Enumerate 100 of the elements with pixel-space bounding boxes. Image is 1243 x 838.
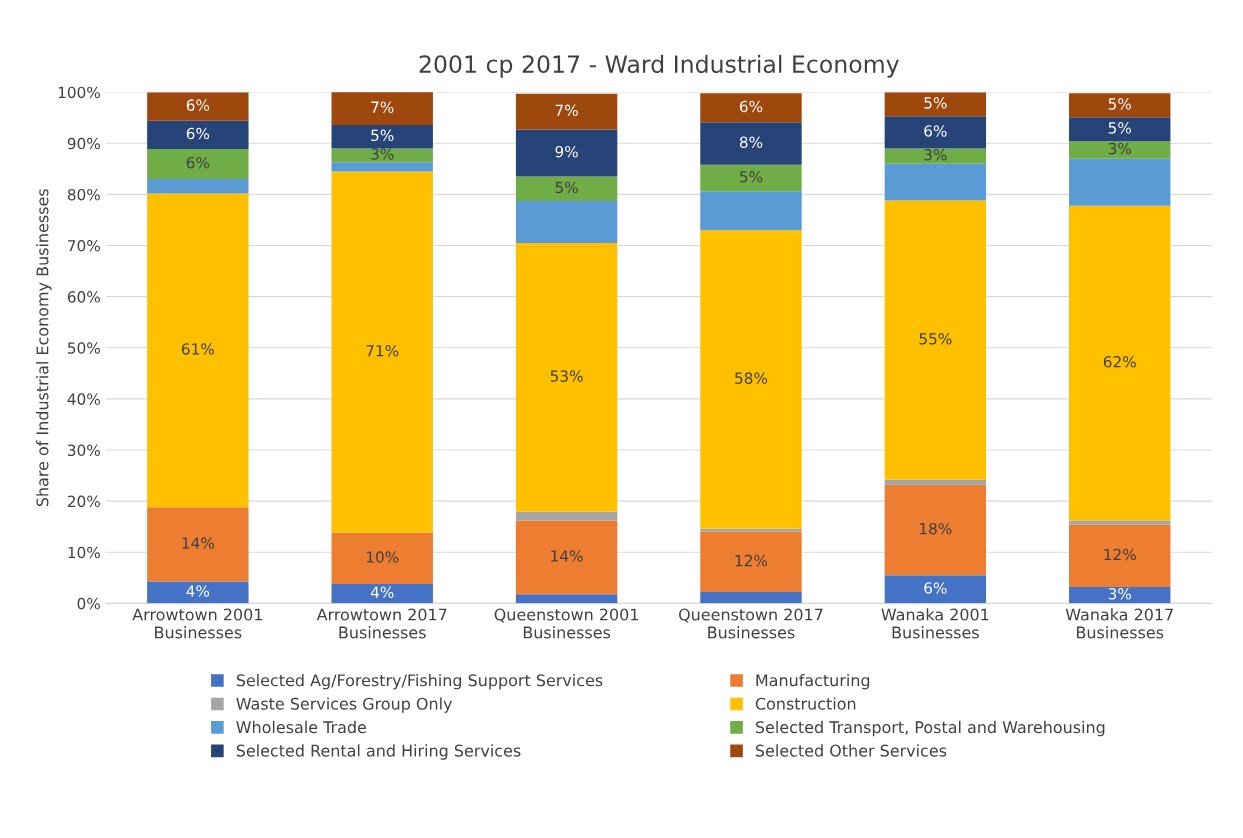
bar	[884, 116, 987, 149]
bar	[515, 511, 618, 521]
y-tick-label: 100%	[58, 86, 100, 99]
bar	[147, 193, 249, 508]
bar	[884, 200, 987, 480]
x-tick-label: Queenstown 2017 Businesses	[679, 608, 823, 639]
legend-label: Waste Services Group Only	[236, 697, 453, 713]
data-label: 6%	[186, 156, 210, 169]
data-label: 5%	[924, 97, 947, 109]
x-tick-label: Wanaka 2001 Businesses	[881, 608, 989, 639]
bar	[1069, 524, 1171, 587]
data-label: 9%	[555, 145, 578, 158]
data-label: 8%	[739, 136, 763, 148]
bar	[515, 93, 618, 130]
data-label: 6%	[924, 125, 947, 137]
data-label: 4%	[186, 585, 210, 597]
y-tick-label: 90%	[67, 137, 100, 150]
bar	[147, 507, 249, 582]
data-label: 6%	[186, 99, 210, 111]
bar	[147, 148, 249, 180]
y-tick-label: 10%	[68, 546, 100, 559]
data-label: 14%	[551, 550, 583, 562]
bar	[515, 201, 618, 243]
bar	[515, 594, 618, 604]
bar	[331, 171, 433, 533]
data-label: 5%	[371, 129, 394, 142]
x-tick-label: Arrowtown 2017 Businesses	[316, 608, 447, 639]
bar	[700, 592, 802, 604]
bar	[1069, 141, 1171, 159]
bar	[700, 191, 802, 231]
data-label: 18%	[920, 522, 952, 535]
chart-title: 2001 cp 2017 - Ward Industrial Economy	[419, 54, 899, 78]
bar	[515, 242, 618, 512]
y-tick-label: 30%	[68, 444, 100, 457]
data-label: 10%	[366, 551, 399, 563]
data-label: 5%	[555, 181, 578, 194]
bar	[884, 484, 987, 576]
bar	[515, 129, 618, 177]
bar	[515, 520, 618, 595]
bar	[700, 164, 802, 192]
data-label: 3%	[1108, 588, 1132, 600]
y-tick-label: 50%	[68, 342, 100, 354]
data-label: 3%	[924, 148, 947, 161]
x-tick-label: Wanaka 2017 Businesses	[1065, 608, 1173, 639]
bar	[331, 583, 433, 604]
data-label: 5%	[1108, 122, 1132, 134]
y-tick-label: 60%	[67, 291, 100, 303]
x-tick-label: Queenstown 2001 Businesses	[494, 608, 638, 639]
y-tick-label: 0%	[77, 597, 100, 610]
bar	[147, 120, 249, 149]
bar	[147, 581, 249, 604]
data-label: 12%	[1104, 548, 1136, 561]
data-label: 5%	[740, 170, 763, 183]
bar	[1069, 117, 1171, 142]
data-label: 3%	[371, 148, 394, 160]
y-tick-label: 40%	[67, 393, 100, 405]
bar	[700, 230, 802, 529]
bar	[1069, 205, 1171, 521]
bar	[884, 148, 987, 164]
legend-label: Manufacturing	[756, 673, 870, 690]
bar	[1069, 520, 1171, 525]
bar	[331, 162, 433, 172]
data-label: 71%	[366, 344, 399, 357]
bar	[147, 179, 249, 194]
legend-label: Selected Ag/Forestry/Fishing Support Services	[236, 673, 603, 690]
bar	[700, 93, 802, 123]
bar	[884, 163, 987, 201]
data-label: 6%	[739, 100, 763, 113]
data-label: 55%	[919, 332, 952, 345]
data-label: 12%	[735, 554, 768, 567]
legend-label: Wholesale Trade	[236, 720, 367, 734]
bar	[1069, 587, 1171, 604]
data-label: 7%	[555, 104, 578, 117]
bar	[884, 479, 987, 485]
bar	[700, 531, 802, 593]
bar	[700, 528, 802, 532]
data-label: 4%	[370, 586, 394, 599]
data-label: 3%	[1108, 142, 1132, 155]
bar	[884, 92, 987, 117]
y-axis-title: Share of Industrial Economy Businesses	[36, 189, 52, 507]
bar	[331, 124, 433, 149]
y-tick-label: 20%	[67, 495, 100, 508]
bar	[1069, 93, 1171, 118]
legend-label: Selected Other Services	[755, 744, 947, 757]
bar	[331, 532, 433, 584]
data-label: 6%	[924, 582, 947, 594]
data-label: 58%	[735, 372, 768, 384]
data-label: 7%	[371, 101, 394, 113]
y-tick-label: 80%	[67, 188, 100, 201]
data-label: 14%	[182, 537, 214, 549]
data-label: 61%	[181, 343, 214, 355]
legend-label: Construction	[755, 697, 856, 710]
bar	[147, 92, 249, 121]
bar	[331, 92, 433, 125]
bar	[700, 122, 802, 165]
bar	[331, 148, 433, 163]
bar	[1069, 158, 1171, 206]
bar	[884, 575, 987, 604]
data-label: 6%	[186, 127, 210, 140]
bar	[515, 176, 618, 202]
